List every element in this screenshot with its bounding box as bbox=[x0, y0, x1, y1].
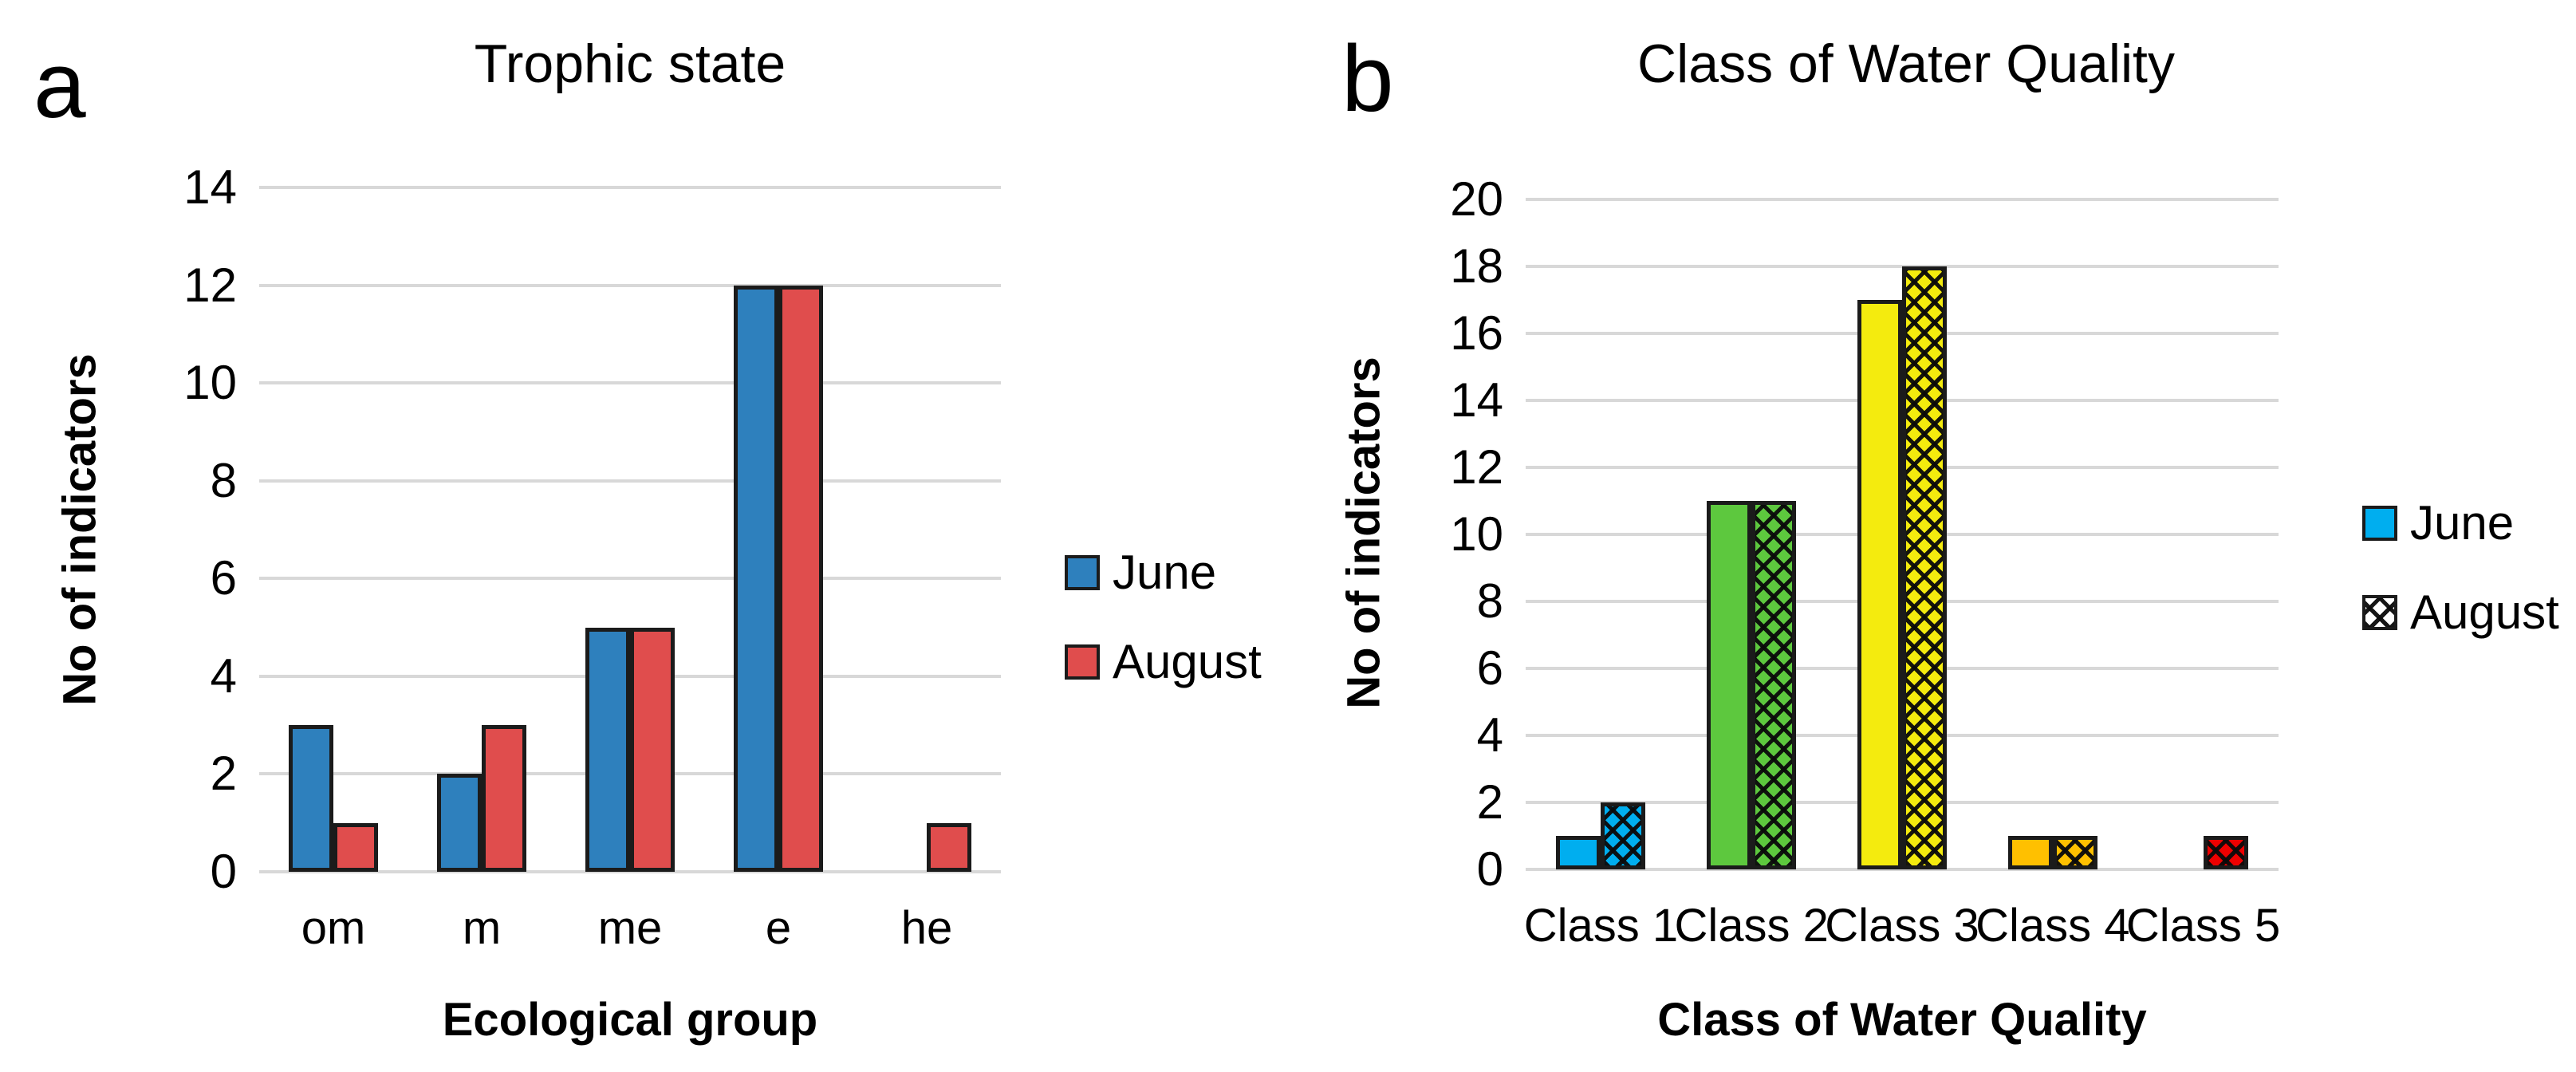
chart-title-a: Trophic state bbox=[474, 34, 786, 94]
y-tick-label: 4 bbox=[210, 648, 237, 703]
bar-june-me bbox=[585, 628, 630, 872]
y-tick-label: 10 bbox=[183, 356, 237, 410]
plot-area-a: 0 2 4 6 8 10 12 14 om m me e he bbox=[183, 164, 1001, 952]
x-tick-label: om bbox=[301, 902, 366, 954]
legend-b: June August bbox=[2362, 499, 2559, 636]
legend-label: August bbox=[1113, 635, 1262, 688]
bar-august-class-1 bbox=[1601, 802, 1646, 869]
y-tick-label: 0 bbox=[210, 845, 237, 898]
y-axis-title-a: No of indicators bbox=[53, 353, 106, 706]
x-tick-label: me bbox=[597, 902, 663, 954]
y-tick-label: 0 bbox=[1476, 842, 1503, 896]
bar-june-class-4 bbox=[2007, 836, 2053, 869]
bar-august-me bbox=[630, 628, 675, 872]
legend-item-june: June bbox=[2362, 499, 2559, 547]
bar-june-class-1 bbox=[1556, 836, 1601, 869]
bar-august-e bbox=[778, 286, 823, 872]
panel-letter-a: a bbox=[33, 33, 86, 138]
y-tick-label: 6 bbox=[210, 551, 237, 605]
gridline bbox=[1526, 198, 2279, 201]
bar-june-m bbox=[437, 774, 482, 872]
bar-august-om bbox=[333, 823, 378, 872]
legend-item-august: August bbox=[1065, 638, 1262, 686]
bar-june-om bbox=[289, 725, 333, 872]
legend-a: June August bbox=[1065, 549, 1262, 686]
y-tick-label: 18 bbox=[1450, 239, 1503, 293]
y-tick-label: 14 bbox=[1450, 373, 1503, 427]
x-axis-title-b: Class of Water Quality bbox=[1657, 994, 2147, 1046]
plot-area-b: 0 2 4 6 8 10 12 14 16 18 20 Class 1 Class 2 Class 3 Cl… bbox=[1450, 175, 2280, 949]
y-axis-title-b: No of indicators bbox=[1337, 357, 1390, 709]
y-tick-label: 8 bbox=[1476, 574, 1503, 628]
legend-item-august: August bbox=[2362, 589, 2559, 636]
legend-label: June bbox=[2410, 496, 2515, 550]
bar-august-class-4 bbox=[2052, 836, 2097, 869]
x-axis-title-a: Ecological group bbox=[442, 994, 818, 1046]
y-tick-label: 14 bbox=[183, 160, 237, 214]
bar-june-class-3 bbox=[1857, 300, 1902, 869]
y-tick-label: 8 bbox=[210, 453, 237, 507]
x-tick-label: m bbox=[462, 902, 502, 954]
x-tick-label: Class 4 bbox=[1975, 900, 2130, 952]
bar-august-he bbox=[927, 823, 971, 872]
bar-august-class-2 bbox=[1751, 501, 1797, 869]
y-tick-label: 12 bbox=[1450, 440, 1503, 494]
gridline bbox=[1526, 868, 2279, 871]
legend-swatch-august bbox=[2362, 595, 2397, 630]
y-tick-label: 16 bbox=[1450, 306, 1503, 360]
panel-letter-b: b bbox=[1341, 26, 1394, 132]
legend-swatch-june bbox=[2362, 506, 2397, 541]
gridline bbox=[259, 381, 1001, 385]
gridline bbox=[259, 479, 1001, 483]
legend-label: August bbox=[2410, 585, 2559, 639]
gridline bbox=[259, 870, 1001, 873]
x-tick-label: Class 5 bbox=[2125, 900, 2281, 952]
gridline bbox=[259, 283, 1001, 287]
x-tick-label: he bbox=[900, 902, 953, 954]
legend-item-june: June bbox=[1065, 549, 1262, 597]
bar-august-class-5 bbox=[2203, 836, 2248, 869]
y-tick-label: 2 bbox=[1476, 775, 1503, 829]
panel-a: a Trophic state No of indicators 0 2 4 6 8 10… bbox=[0, 0, 1284, 1072]
x-tick-label: Class 3 bbox=[1825, 900, 1979, 952]
panel-b: b Class of Water Quality No of indicator… bbox=[1284, 0, 2576, 1072]
bar-august-class-3 bbox=[1902, 266, 1947, 869]
legend-swatch-june bbox=[1065, 555, 1100, 590]
y-tick-label: 10 bbox=[1450, 507, 1503, 561]
y-tick-label: 20 bbox=[1450, 172, 1503, 226]
y-tick-label: 12 bbox=[183, 258, 237, 312]
y-tick-label: 2 bbox=[210, 747, 237, 801]
gridline bbox=[259, 577, 1001, 581]
y-tick-label: 4 bbox=[1476, 708, 1503, 762]
bar-june-class-2 bbox=[1707, 501, 1752, 869]
gridline bbox=[259, 186, 1001, 189]
y-tick-label: 6 bbox=[1476, 641, 1503, 695]
legend-swatch-august bbox=[1065, 644, 1100, 680]
x-tick-label: Class 1 bbox=[1523, 900, 1679, 952]
x-tick-label: Class 2 bbox=[1674, 900, 1829, 952]
x-tick-label: e bbox=[765, 902, 792, 954]
chart-title-b: Class of Water Quality bbox=[1637, 34, 2175, 94]
bar-august-m bbox=[482, 725, 526, 872]
legend-label: June bbox=[1113, 546, 1217, 599]
bar-june-e bbox=[734, 286, 778, 872]
